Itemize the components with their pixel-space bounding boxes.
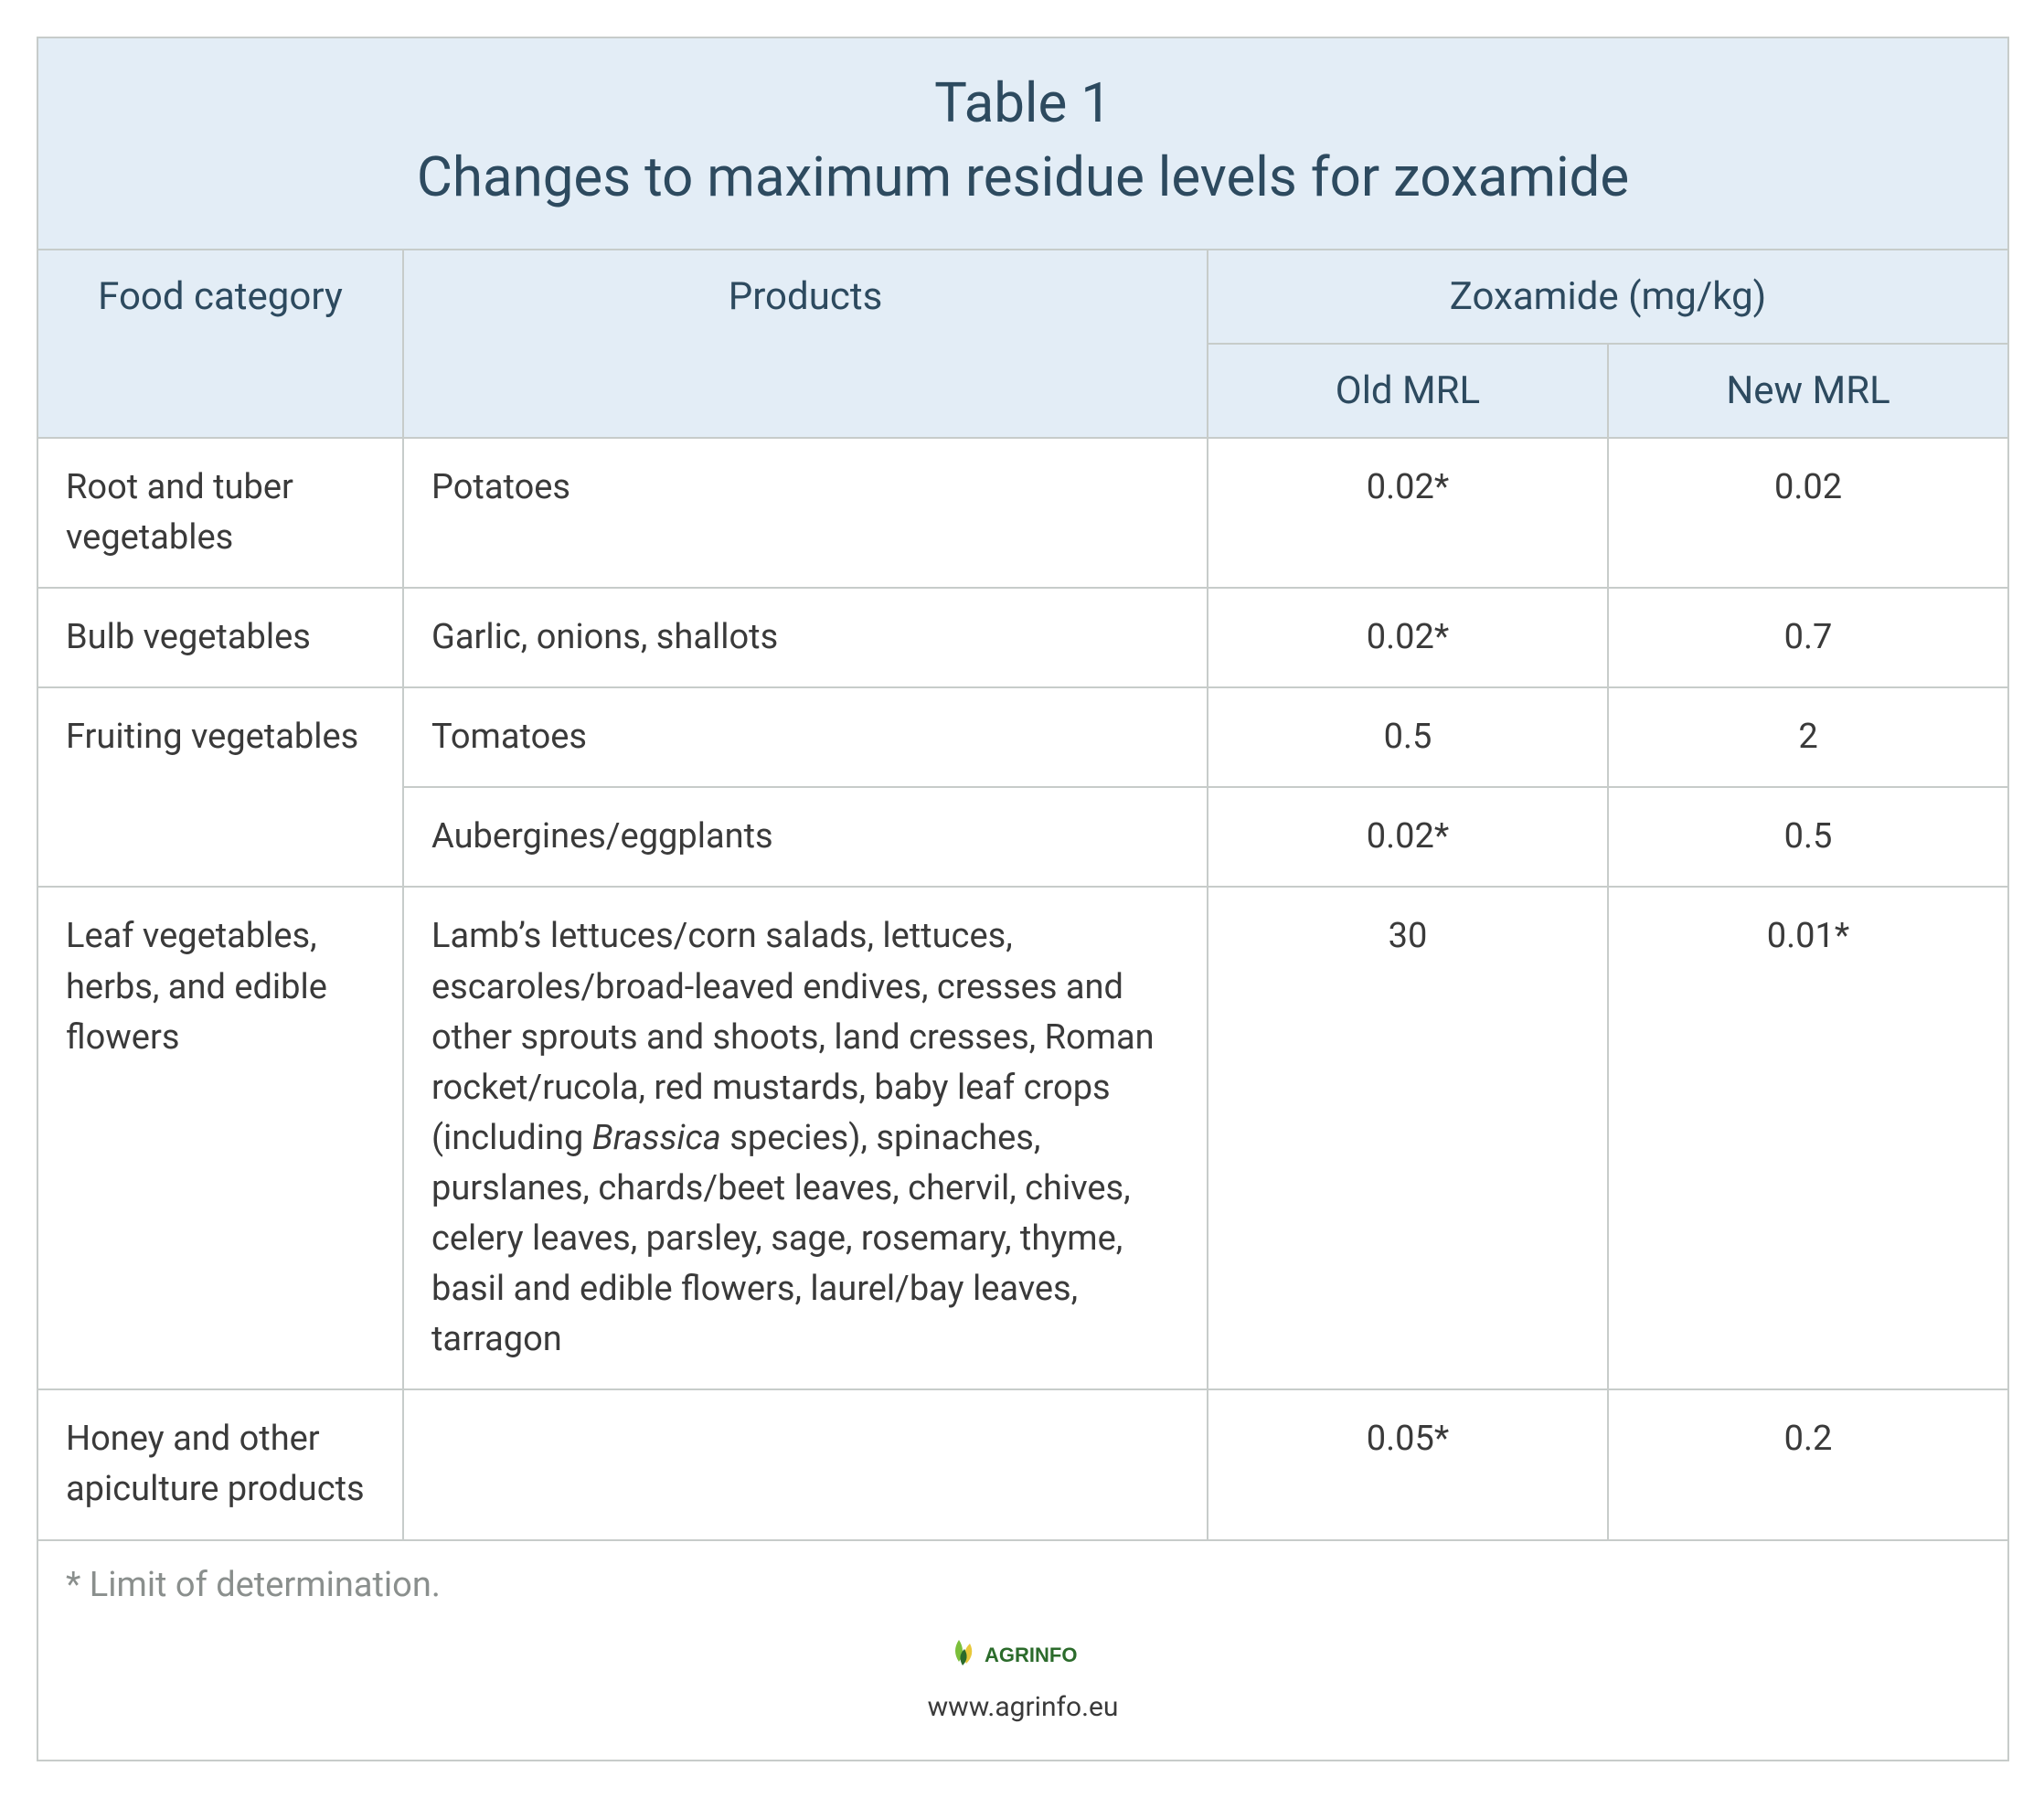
cell-old-mrl: 0.05* [1208, 1389, 1608, 1539]
col-new-mrl: New MRL [1608, 344, 2008, 438]
title-line-2: Changes to maximum residue levels for zo… [66, 140, 1980, 214]
cell-new-mrl: 0.02 [1608, 438, 2008, 588]
cell-category: Bulb vegetables [37, 588, 403, 687]
cell-category: Fruiting vegetables [37, 687, 403, 887]
cell-old-mrl: 0.02* [1208, 588, 1608, 687]
col-food-category: Food category [37, 250, 403, 438]
table-row: Root and tuber vegetables Potatoes 0.02*… [37, 438, 2008, 588]
footnote-cell: * Limit of determination. AGRINFO [37, 1540, 2008, 1761]
agrinfo-logo-icon: AGRINFO [941, 1631, 1105, 1686]
cell-old-mrl: 0.02* [1208, 438, 1608, 588]
col-old-mrl: Old MRL [1208, 344, 1608, 438]
cell-old-mrl: 0.02* [1208, 787, 1608, 887]
cell-category: Root and tuber vegetables [37, 438, 403, 588]
cell-category: Honey and other apiculture products [37, 1389, 403, 1539]
cell-category: Leaf vegetables, herbs, and edible flowe… [37, 887, 403, 1389]
table-body: Root and tuber vegetables Potatoes 0.02*… [37, 438, 2008, 1540]
cell-new-mrl: 0.5 [1608, 787, 2008, 887]
table-title: Table 1 Changes to maximum residue level… [37, 37, 2008, 250]
cell-products: Aubergines/eggplants [403, 787, 1208, 887]
cell-old-mrl: 30 [1208, 887, 1608, 1389]
cell-products: Garlic, onions, shallots [403, 588, 1208, 687]
site-url: www.agrinfo.eu [66, 1691, 1980, 1723]
footnote-text: * Limit of determination. [66, 1565, 441, 1605]
col-substance: Zoxamide (mg/kg) [1208, 250, 2008, 344]
cell-old-mrl: 0.5 [1208, 687, 1608, 787]
mrl-table: Table 1 Changes to maximum residue level… [37, 37, 2009, 1761]
logo-text: AGRINFO [985, 1644, 1077, 1666]
cell-products [403, 1389, 1208, 1539]
table-row: Bulb vegetables Garlic, onions, shallots… [37, 588, 2008, 687]
cell-new-mrl: 0.7 [1608, 588, 2008, 687]
table-row: Leaf vegetables, herbs, and edible flowe… [37, 887, 2008, 1389]
table-row: Fruiting vegetables Tomatoes 0.5 2 [37, 687, 2008, 787]
cell-products: Tomatoes [403, 687, 1208, 787]
cell-new-mrl: 2 [1608, 687, 2008, 787]
cell-new-mrl: 0.2 [1608, 1389, 2008, 1539]
table-container: Table 1 Changes to maximum residue level… [37, 37, 2007, 1761]
title-line-1: Table 1 [66, 66, 1980, 140]
cell-products: Lamb’s lettuces/corn salads, lettuces, e… [403, 887, 1208, 1389]
logo-block: AGRINFO www.agrinfo.eu [66, 1631, 1980, 1723]
table-row: Honey and other apiculture products 0.05… [37, 1389, 2008, 1539]
col-products: Products [403, 250, 1208, 438]
cell-products: Potatoes [403, 438, 1208, 588]
cell-new-mrl: 0.01* [1608, 887, 2008, 1389]
